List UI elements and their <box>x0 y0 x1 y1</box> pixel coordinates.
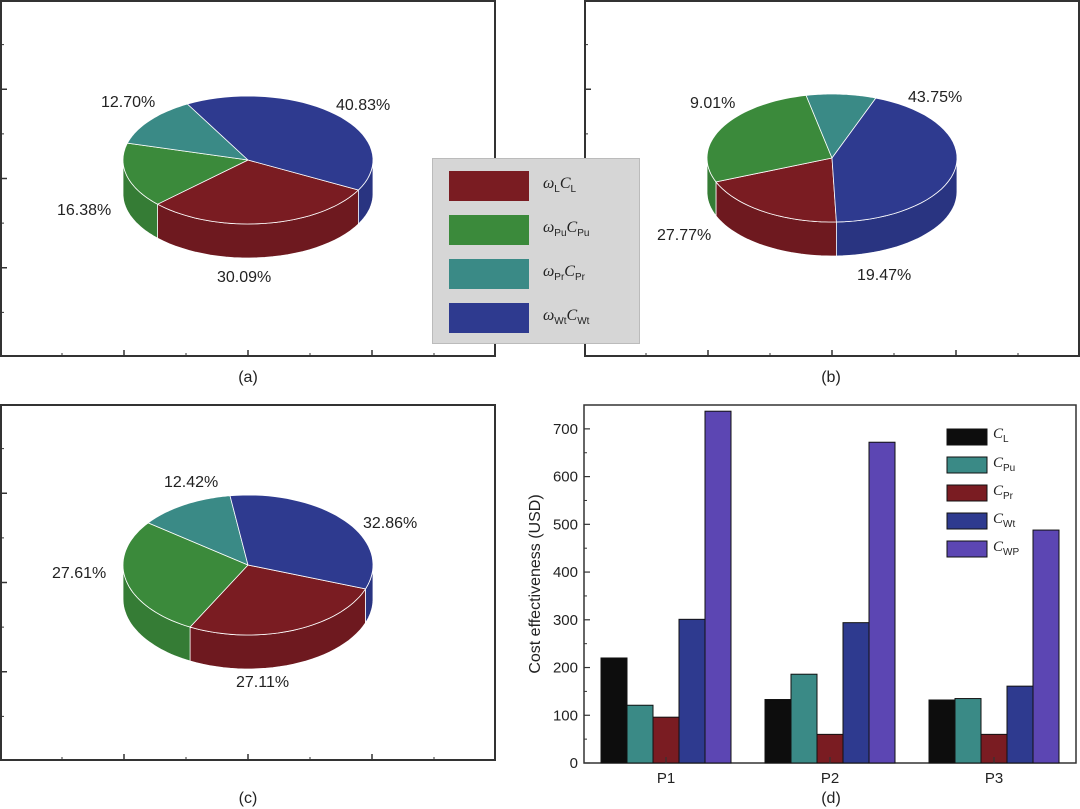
x-tick-label: P3 <box>985 770 1003 787</box>
bar-cwp-p1 <box>704 410 732 764</box>
pie-a-label-pu: 16.38% <box>57 202 112 219</box>
pie-b-slice-l <box>715 157 837 223</box>
bar-legend-swatch-cpr <box>946 484 988 502</box>
pie-a-label-l: 30.09% <box>217 269 272 286</box>
bar-cl-p1 <box>600 657 628 764</box>
pie-a-slice-wt <box>186 95 374 191</box>
panel-label-a: (a) <box>238 369 258 386</box>
y-axis-label: Cost effectiveness (USD) <box>527 494 544 673</box>
bar-cwp-p3 <box>1032 529 1060 764</box>
bar-legend-swatch-cl <box>946 428 988 446</box>
pie-c-label-pu: 27.61% <box>52 565 107 582</box>
y-tick-label: 100 <box>553 707 578 724</box>
bar-cwt-p3 <box>1006 685 1034 764</box>
pie-b-label-l: 19.47% <box>857 267 912 284</box>
bar-legend-label-cpu: CPu <box>993 455 1016 474</box>
legend-swatch-pu <box>449 215 529 245</box>
x-tick-label: P2 <box>821 770 839 787</box>
y-tick-label: 200 <box>553 660 578 677</box>
pie-c-slice-pu <box>122 522 249 628</box>
pie-b-label-pr: 9.01% <box>690 95 736 112</box>
y-tick-label: 400 <box>553 564 578 581</box>
pie-c-slice-wt <box>229 494 374 590</box>
legend-label-pr: ωPrCPr <box>543 263 585 284</box>
bar-legend-swatch-cpu <box>946 456 988 474</box>
y-tick-label: 500 <box>553 516 578 533</box>
bar-cpu-p1 <box>626 704 654 764</box>
pie-c-slice-pr <box>147 495 249 566</box>
pie-c-label-pr: 12.42% <box>164 474 219 491</box>
y-tick-label: 300 <box>553 612 578 629</box>
pie-b-slice-pr <box>805 93 877 159</box>
y-tick-label: 0 <box>570 755 578 772</box>
legend-swatch-wt <box>449 303 529 333</box>
legend-swatch-l <box>449 171 529 201</box>
bar-legend-label-cl: CL <box>993 426 1009 445</box>
bar-cl-p2 <box>764 699 792 764</box>
bar-legend-swatch-cwp <box>946 540 988 558</box>
panel-label-b: (b) <box>821 369 841 386</box>
bar-cpr-p1 <box>652 716 680 764</box>
bar-legend-label-cpr: CPr <box>993 483 1014 502</box>
pie-legend: ωLCL ωPuCPu ωPrCPr ωWtCWt <box>432 158 640 344</box>
pie-a-slice-pu <box>122 142 250 205</box>
pie-b-slice-wt <box>831 97 958 223</box>
pie-c-label-l: 27.11% <box>236 674 290 691</box>
pie-a-slice-pr <box>126 103 250 161</box>
pie-b-label-wt: 43.75% <box>908 89 963 106</box>
pie-b-slice-pu <box>706 94 833 183</box>
bar-legend-swatch-cwt <box>946 512 988 530</box>
bar-cwp-p2 <box>868 441 896 764</box>
bar-cwt-p1 <box>678 618 706 764</box>
panel-label-d: (d) <box>821 790 841 807</box>
legend-label-pu: ωPuCPu <box>543 219 590 240</box>
legend-label-wt: ωWtCWt <box>543 307 590 328</box>
pie-c-slice-l <box>189 564 367 636</box>
legend-label-l: ωLCL <box>543 175 577 196</box>
pie-a-slice-l <box>156 159 360 225</box>
x-tick-label: P1 <box>657 770 675 787</box>
bar-cwt-p2 <box>842 622 870 764</box>
bar-cpu-p2 <box>790 673 818 764</box>
bar-cpu-p3 <box>954 698 982 764</box>
pie-a-label-wt: 40.83% <box>336 97 391 114</box>
pie-c-label-wt: 32.86% <box>363 515 418 532</box>
legend-swatch-pr <box>449 259 529 289</box>
y-tick-label: 700 <box>553 421 578 438</box>
bar-legend-label-cwp: CWP <box>993 539 1020 558</box>
panel-label-c: (c) <box>238 790 258 807</box>
pie-a-label-pr: 12.70% <box>101 94 156 111</box>
bar-legend-label-cwt: CWt <box>993 511 1016 530</box>
bar-cl-p3 <box>928 699 956 764</box>
y-tick-label: 600 <box>553 469 578 486</box>
pie-b-label-pu: 27.77% <box>657 227 712 244</box>
